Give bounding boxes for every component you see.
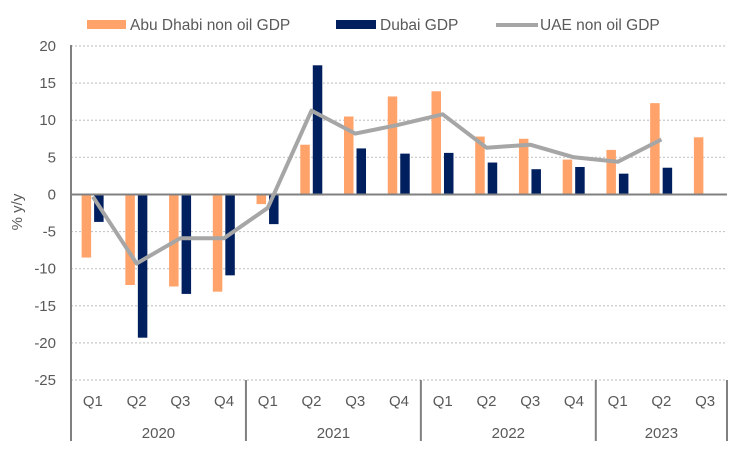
x-tick-label: Q3 (520, 393, 540, 410)
y-axis-title: % y/y (9, 193, 26, 230)
bar-dubai (400, 153, 410, 195)
x-tick-label: Q3 (170, 393, 190, 410)
y-tick-label: 10 (39, 112, 56, 129)
bar-dubai (137, 194, 148, 338)
bar-dubai (662, 167, 673, 195)
y-tick-label: 5 (48, 149, 56, 166)
line-uae-non-oil-gdp (91, 108, 663, 266)
gridlines (71, 45, 727, 381)
x-tick-label: Q2 (476, 393, 496, 410)
x-tick-label: Q2 (127, 393, 147, 410)
y-tick-label: -20 (34, 335, 56, 352)
bar-abu-dhabi (606, 149, 616, 195)
x-tick-label: Q4 (564, 393, 584, 410)
axes (70, 45, 728, 441)
bar-abu-dhabi (693, 137, 704, 195)
bar-abu-dhabi (300, 144, 310, 195)
legend-label-uae: UAE non oil GDP (540, 17, 660, 34)
bar-dubai (618, 173, 629, 195)
legend-label-dubai: Dubai GDP (380, 17, 458, 34)
bar-abu-dhabi (431, 91, 441, 195)
x-tick-label: Q1 (433, 393, 453, 410)
y-tick-labels: 20 15 10 5 0 -5 -10 -15 -20 -25 (34, 38, 56, 389)
year-label: 2021 (317, 425, 350, 442)
bar-dubai (531, 169, 541, 195)
bar-abu-dhabi (81, 194, 92, 258)
bar-abu-dhabi (650, 103, 660, 195)
bar-dubai (356, 148, 367, 195)
x-tick-labels: Q1 Q2 Q3 Q4 Q1 Q2 Q3 Q4 Q1 Q2 Q3 Q4 Q1 Q2 Q3 2020 2021 20… (83, 393, 715, 442)
bar-dubai (487, 162, 498, 195)
legend-label-abu-dhabi: Abu Dhabi non oil GDP (130, 17, 290, 34)
x-tick-label: Q2 (302, 393, 322, 410)
bars (81, 65, 704, 338)
y-tick-label: -5 (43, 224, 56, 241)
year-label: 2020 (142, 425, 175, 442)
bar-dubai (312, 65, 323, 195)
x-tick-label: Q4 (214, 393, 234, 410)
bar-dubai (575, 166, 585, 195)
year-label: 2022 (492, 425, 525, 442)
x-tick-label: Q1 (258, 393, 278, 410)
bar-dubai (443, 152, 454, 195)
y-tick-label: 15 (39, 75, 56, 92)
x-tick-label: Q1 (83, 393, 103, 410)
x-tick-label: Q4 (389, 393, 409, 410)
legend-swatch-dubai (336, 20, 376, 29)
bar-abu-dhabi (518, 138, 529, 195)
x-tick-label: Q3 (345, 393, 365, 410)
y-tick-label: -10 (34, 261, 56, 278)
bar-abu-dhabi (212, 194, 223, 292)
y-tick-label: 20 (39, 38, 56, 55)
bar-abu-dhabi (562, 159, 573, 195)
x-tick-label: Q3 (695, 393, 715, 410)
year-label: 2023 (645, 425, 678, 442)
legend-swatch-abu-dhabi (87, 20, 126, 29)
legend-item-abu-dhabi: Abu Dhabi non oil GDP (87, 17, 290, 34)
bar-abu-dhabi (387, 96, 398, 195)
y-tick-label: 0 (48, 186, 56, 203)
legend-item-uae: UAE non oil GDP (496, 17, 660, 34)
bar-dubai (181, 194, 192, 294)
bar-dubai (269, 194, 279, 225)
legend: Abu Dhabi non oil GDP Dubai GDP UAE non … (87, 17, 660, 34)
bar-abu-dhabi (475, 136, 485, 195)
y-tick-label: -15 (34, 298, 56, 315)
uae-line-series (91, 108, 663, 266)
bar-abu-dhabi (256, 194, 267, 205)
x-tick-label: Q1 (608, 393, 628, 410)
legend-item-dubai: Dubai GDP (336, 17, 458, 34)
y-tick-label: -25 (34, 372, 56, 389)
bar-abu-dhabi (344, 116, 354, 195)
bar-abu-dhabi (125, 194, 135, 285)
x-tick-label: Q2 (651, 393, 671, 410)
